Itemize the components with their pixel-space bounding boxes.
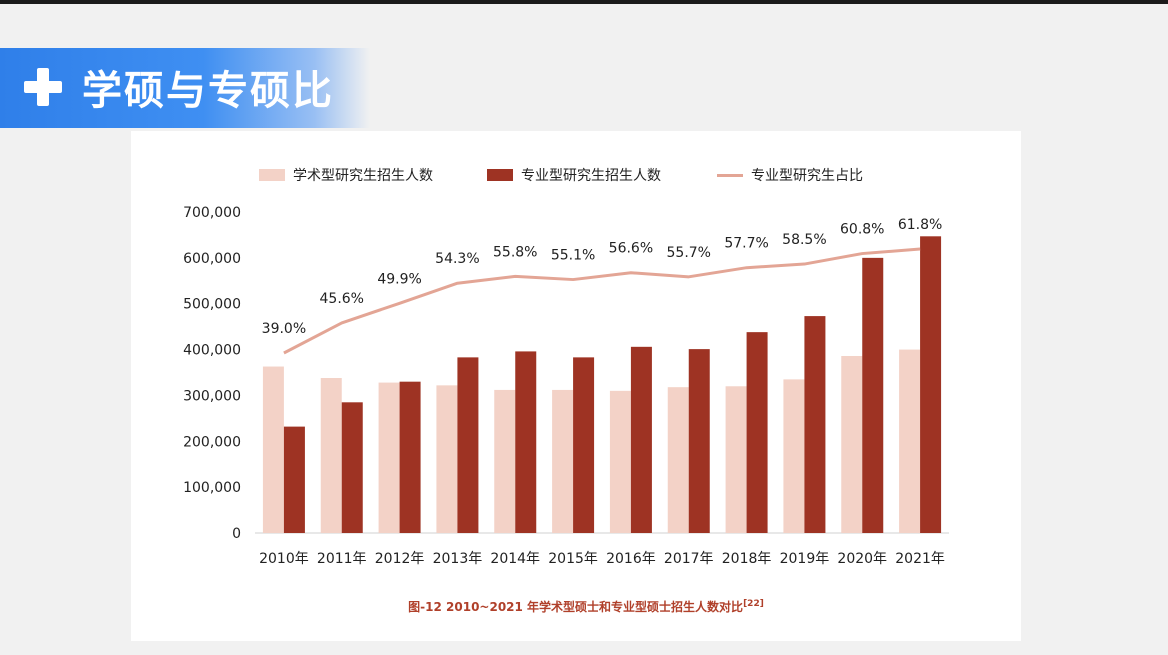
bar-academic: [783, 379, 805, 533]
x-tick-label: 2010年: [259, 551, 309, 567]
chart-card: 学术型研究生招生人数 专业型研究生招生人数 专业型研究生占比 0 100,000 2…: [131, 131, 1021, 641]
legend-swatch-ratio: [717, 173, 743, 177]
bar-professional: [341, 402, 363, 533]
bar-professional: [746, 332, 768, 533]
x-tick-label: 2014年: [490, 551, 540, 567]
bar-academic: [320, 378, 342, 533]
bar-professional: [399, 381, 421, 533]
y-tick-label: 100,000: [183, 480, 241, 496]
bar-professional: [515, 351, 537, 533]
bar-academic: [667, 387, 689, 533]
legend-label-professional: 专业型研究生招生人数: [521, 168, 661, 184]
ratio-data-label: 45.6%: [320, 291, 364, 307]
x-tick-label: 2012年: [375, 551, 425, 567]
legend-swatch-academic: [259, 169, 285, 181]
bar-academic: [725, 386, 747, 533]
legend-label-ratio: 专业型研究生占比: [751, 168, 863, 184]
bar-professional: [283, 426, 305, 533]
ratio-data-label: 58.5%: [782, 232, 826, 248]
bar-professional: [804, 316, 826, 533]
legend-label-academic: 学术型研究生招生人数: [293, 168, 433, 184]
y-tick-label: 600,000: [183, 251, 241, 267]
ratio-data-label: 55.8%: [493, 244, 537, 260]
bar-professional: [573, 357, 595, 533]
bar-academic: [262, 366, 284, 533]
ratio-data-label: 55.1%: [551, 248, 595, 264]
bar-professional: [688, 349, 710, 533]
y-tick-label: 500,000: [183, 297, 241, 313]
bar-professional: [457, 357, 479, 533]
ratio-data-label: 57.7%: [724, 236, 768, 252]
bar-academic: [609, 390, 631, 533]
legend-item-ratio: 专业型研究生占比: [717, 165, 863, 185]
y-tick-label: 400,000: [183, 343, 241, 359]
y-tick-label: 300,000: [183, 388, 241, 404]
chart-plot: 0 100,000 200,000 300,000 400,000 500,000 600,…: [183, 205, 949, 567]
ratio-line: [283, 247, 921, 355]
x-tick-label: 2017年: [664, 551, 714, 567]
caption-text: 图-12 2010~2021 年学术型硕士和专业型硕士招生人数对比: [408, 600, 744, 614]
slide-title: 学硕与专硕比: [82, 68, 334, 114]
plus-icon: [24, 68, 62, 106]
ratio-data-label: 61.8%: [898, 217, 942, 233]
ratio-data-label: 49.9%: [377, 271, 421, 287]
bar-professional: [920, 236, 942, 533]
bar-academic: [552, 389, 574, 533]
x-tick-label: 2016年: [606, 551, 656, 567]
window-top-border: [0, 0, 1168, 4]
x-tick-label: 2015年: [548, 551, 598, 567]
bar-academic: [899, 349, 921, 533]
bar-academic: [436, 385, 458, 533]
ratio-data-label: 60.8%: [840, 222, 884, 238]
x-tick-label: 2011年: [317, 551, 367, 567]
bar-academic: [494, 389, 516, 533]
x-tick-label: 2020年: [837, 551, 887, 567]
bar-professional: [630, 346, 652, 533]
bar-academic: [841, 355, 863, 533]
legend-swatch-professional: [487, 169, 513, 181]
bar-academic: [378, 382, 400, 533]
legend-item-academic: 学术型研究生招生人数: [259, 165, 433, 185]
x-tick-label: 2021年: [895, 551, 945, 567]
ratio-data-label: 55.7%: [667, 245, 711, 261]
x-tick-label: 2018年: [722, 551, 772, 567]
figure-caption: 图-12 2010~2021 年学术型硕士和专业型硕士招生人数对比[22]: [131, 598, 811, 615]
bar-professional: [862, 257, 884, 533]
ratio-data-label: 56.6%: [609, 241, 653, 257]
legend-item-professional: 专业型研究生招生人数: [487, 165, 661, 185]
y-tick-label: 700,000: [183, 205, 241, 221]
ratio-data-label: 39.0%: [262, 321, 306, 337]
title-banner: 学硕与专硕比: [0, 48, 370, 128]
x-tick-label: 2019年: [780, 551, 830, 567]
ratio-data-label: 54.3%: [435, 251, 479, 267]
caption-reference: [22]: [743, 599, 764, 609]
y-tick-label: 0: [232, 526, 241, 542]
y-tick-label: 200,000: [183, 434, 241, 450]
x-tick-label: 2013年: [433, 551, 483, 567]
